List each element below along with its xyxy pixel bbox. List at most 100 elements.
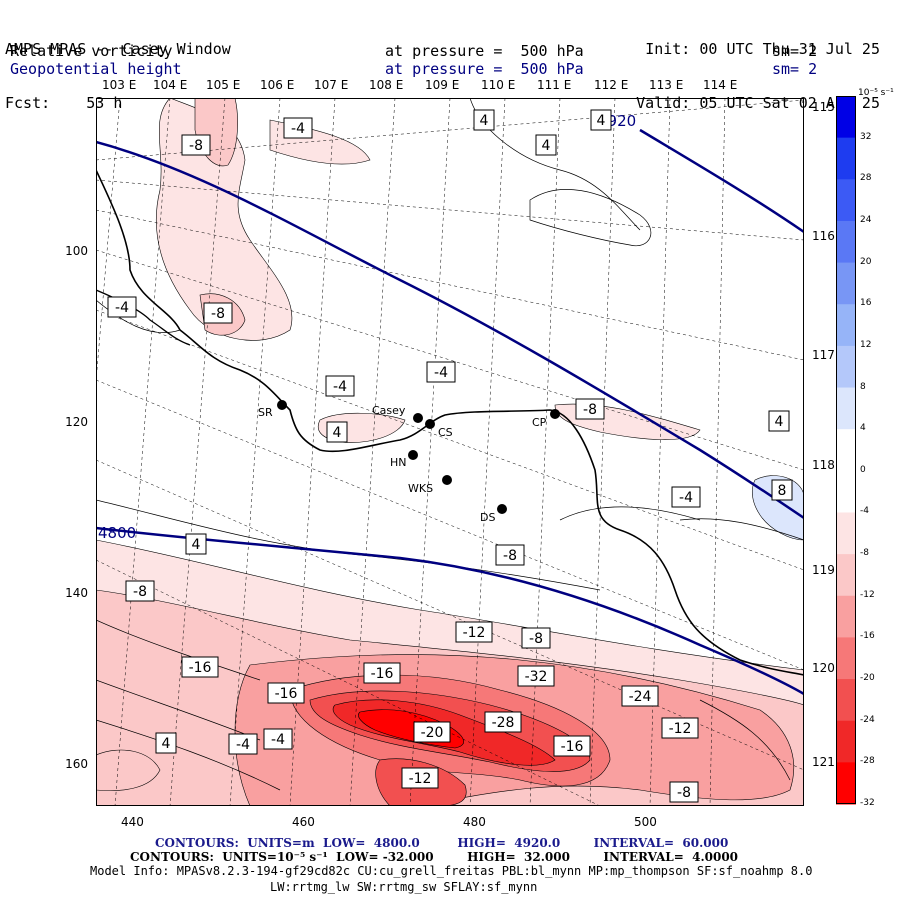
footer-contour2-units: UNITS=10⁻⁵ s⁻¹ [222,850,328,864]
vorticity-label: -4 [271,732,285,748]
vorticity-label-box [575,398,605,420]
vorticity-label: -8 [529,631,543,647]
colorbar-swatch [836,179,856,222]
vorticity-label: 4 [775,414,784,430]
colorbar-swatch [836,470,856,513]
x-tick-500: 500 [634,815,657,829]
vorticity-label-box [181,134,211,156]
vorticity-label-box [107,296,137,318]
footer-contour2-label: CONTOURS: [130,850,214,864]
vorticity-label-box [473,109,495,131]
vorticity-label-box [228,733,258,755]
lon-top-label: 103 E [102,78,137,92]
vorticity-label-box [283,117,313,139]
vorticity-label: -16 [275,686,298,702]
colorbar-swatch [836,304,856,347]
station-markers: SR Casey CS HN WKS DS CP [258,400,560,524]
vorticity-fill-neg-4-patch-nw [155,98,293,341]
colorbar-tick: -24 [860,714,875,725]
vorticity-label-box [517,665,555,687]
vorticity-label: 4 [597,113,606,129]
colorbar [836,96,856,805]
colorbar-swatch [836,262,856,305]
vorticity-label-box [521,627,551,649]
colorbar-tick: 20 [860,256,872,267]
colorbar-tick: 24 [860,214,872,225]
vorticity-label-box [325,375,355,397]
footer-contour1-low: LOW= 4800.0 [323,836,420,850]
x-tick-460: 460 [292,815,315,829]
colorbar-swatch [836,554,856,597]
vorticity-label-box [181,656,219,678]
colorbar-swatch [836,595,856,638]
vorticity-label-box [267,682,305,704]
field1-smoothing: sm= 2 [772,42,818,60]
lon-top-label: 112 E [594,78,629,92]
station-label-ds: DS [480,511,495,524]
station-dot-hn [408,450,418,460]
y-tick-140: 140 [65,586,88,600]
lon-top-label: 106 E [260,78,295,92]
vorticity-label: -4 [679,490,693,506]
geopotential-label-4800: 4800 [98,524,136,542]
colorbar-swatch [836,429,856,472]
vorticity-label: -24 [629,689,652,705]
vorticity-label: -8 [211,306,225,322]
vorticity-label-box [125,580,155,602]
vorticity-label-box [484,711,522,733]
vorticity-label: -4 [333,379,347,395]
footer-contour2-high: HIGH= 32.000 [467,850,570,864]
vorticity-label: -16 [561,739,584,755]
colorbar-tick: 12 [860,339,872,350]
station-label-cs: CS [438,426,453,439]
vorticity-label-box [621,685,659,707]
vorticity-label: -16 [371,666,394,682]
vorticity-label: -8 [677,785,691,801]
colorbar-tick: 0 [860,464,866,475]
colorbar-tick: 16 [860,298,872,309]
vorticity-label-box [363,662,401,684]
vorticity-label: -8 [189,138,203,154]
station-dot-casey [413,413,423,423]
vorticity-label: -12 [463,625,486,641]
vorticity-label-box [771,479,793,501]
colorbar-swatch [836,345,856,389]
lon-top-label: 110 E [481,78,516,92]
station-dot-cs [425,419,435,429]
field2-level: at pressure = 500 hPa [385,60,584,78]
field1-name: Relative vorticity [10,42,173,60]
plot-title: AMPS MPAS -- Casey Window [5,40,231,58]
vorticity-label-box [326,421,348,443]
geopotential-contour-4860 [96,140,804,520]
colorbar-tick: -16 [860,631,875,642]
colorbar-tick: -12 [860,589,875,600]
vorticity-label-box [669,781,699,803]
colorbar-tick: 8 [860,381,866,392]
colorbar-tick: 32 [860,131,872,142]
vorticity-label-box [426,361,456,383]
lon-top-label: 105 E [206,78,241,92]
footer-contour1-label: CONTOURS: [155,836,239,850]
vorticity-label: -16 [189,660,212,676]
vorticity-label-box [185,533,207,555]
vorticity-label: 4 [162,736,171,752]
vorticity-label-box [495,544,525,566]
vorticity-label-box [455,621,493,643]
y-tick-160: 160 [65,757,88,771]
station-label-wks: WKS [408,482,433,495]
colorbar-tick: -4 [860,506,869,517]
coastline [96,169,804,676]
vorticity-label: 8 [778,483,787,499]
footer-contour1-high: HIGH= 4920.0 [457,836,561,850]
vorticity-label: -4 [291,121,305,137]
lon-top-label: 104 E [153,78,188,92]
colorbar-swatch [836,220,856,264]
station-dot-wks [442,475,452,485]
header-left: AMPS MPAS -- Casey Window Fcst: 53 h [5,4,231,130]
x-tick-440: 440 [121,815,144,829]
colorbar-swatch [836,720,856,763]
lon-top-label: 109 E [425,78,460,92]
vorticity-label: -20 [421,725,444,741]
model-info: Model Info: MPASv8.2.3-194-gf29cd82c CU:… [90,864,813,878]
vorticity-label-box [401,767,439,789]
